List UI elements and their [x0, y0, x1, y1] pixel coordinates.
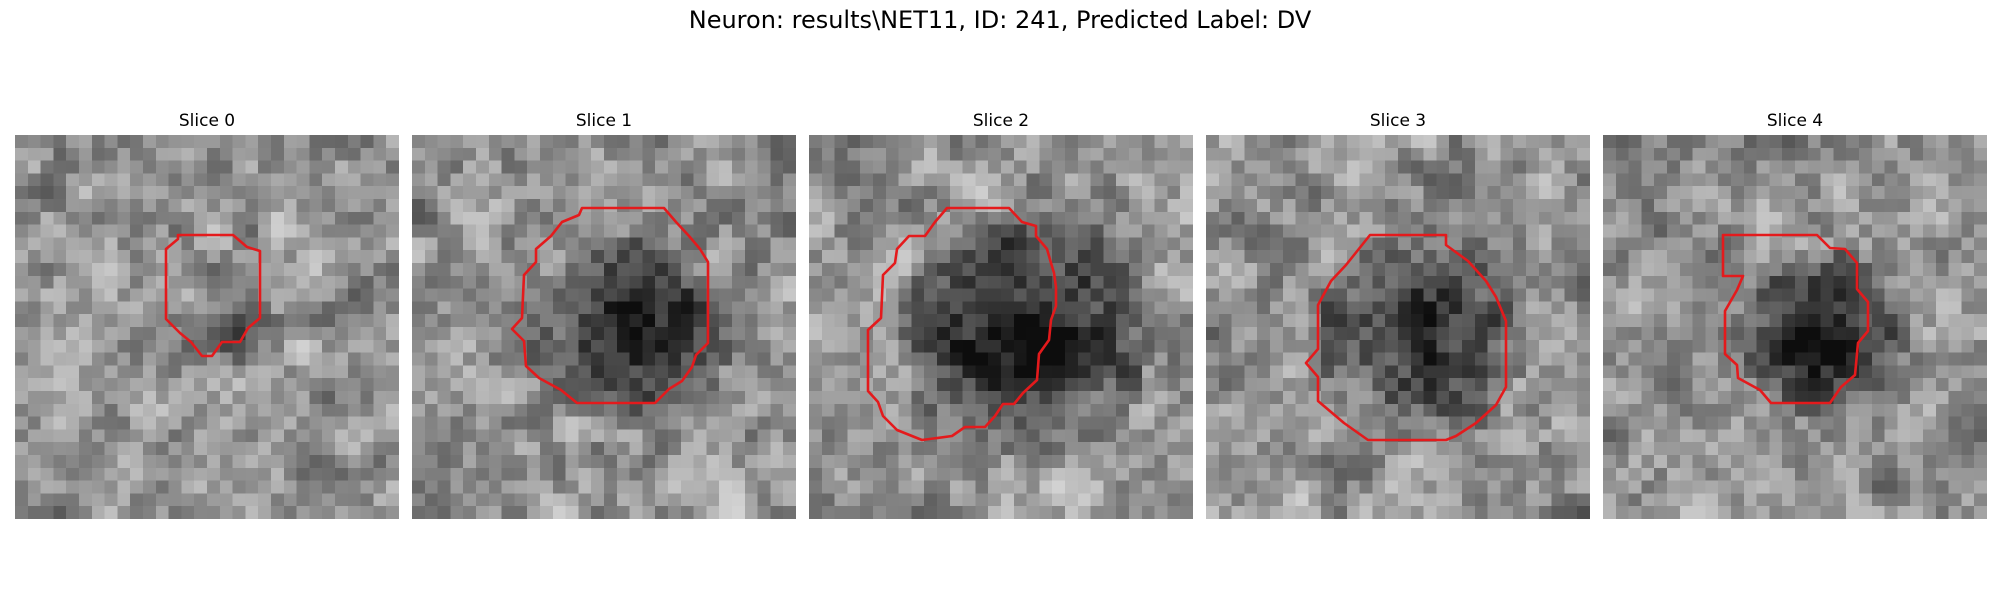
roi-contour: [866, 206, 1058, 442]
slice-image: [1603, 135, 1987, 519]
slice-title: Slice 1: [575, 111, 633, 131]
slice-image: [1206, 135, 1590, 519]
slice-title: Slice 4: [1766, 111, 1824, 131]
slice-title: Slice 0: [178, 111, 236, 131]
microscopy-image: [412, 135, 796, 519]
slice-panel-2: Slice 2: [809, 107, 1193, 519]
roi-contour: [510, 206, 710, 405]
slice-image: [809, 135, 1193, 519]
roi-contour: [164, 233, 262, 358]
slice-image: [15, 135, 399, 519]
roi-contour: [1304, 233, 1508, 442]
roi-contour: [1721, 233, 1870, 405]
slice-title: Slice 2: [972, 111, 1030, 131]
slice-image: [412, 135, 796, 519]
slice-panel-1: Slice 1: [412, 107, 796, 519]
slice-title: Slice 3: [1369, 111, 1427, 131]
microscopy-image: [1206, 135, 1590, 519]
microscopy-image: [15, 135, 399, 519]
slice-panel-3: Slice 3: [1206, 107, 1590, 519]
slice-panel-4: Slice 4: [1603, 107, 1987, 519]
figure-title: Neuron: results\NET11, ID: 241, Predicte…: [688, 6, 1312, 34]
microscopy-image: [1603, 135, 1987, 519]
slice-panel-0: Slice 0: [15, 107, 399, 519]
